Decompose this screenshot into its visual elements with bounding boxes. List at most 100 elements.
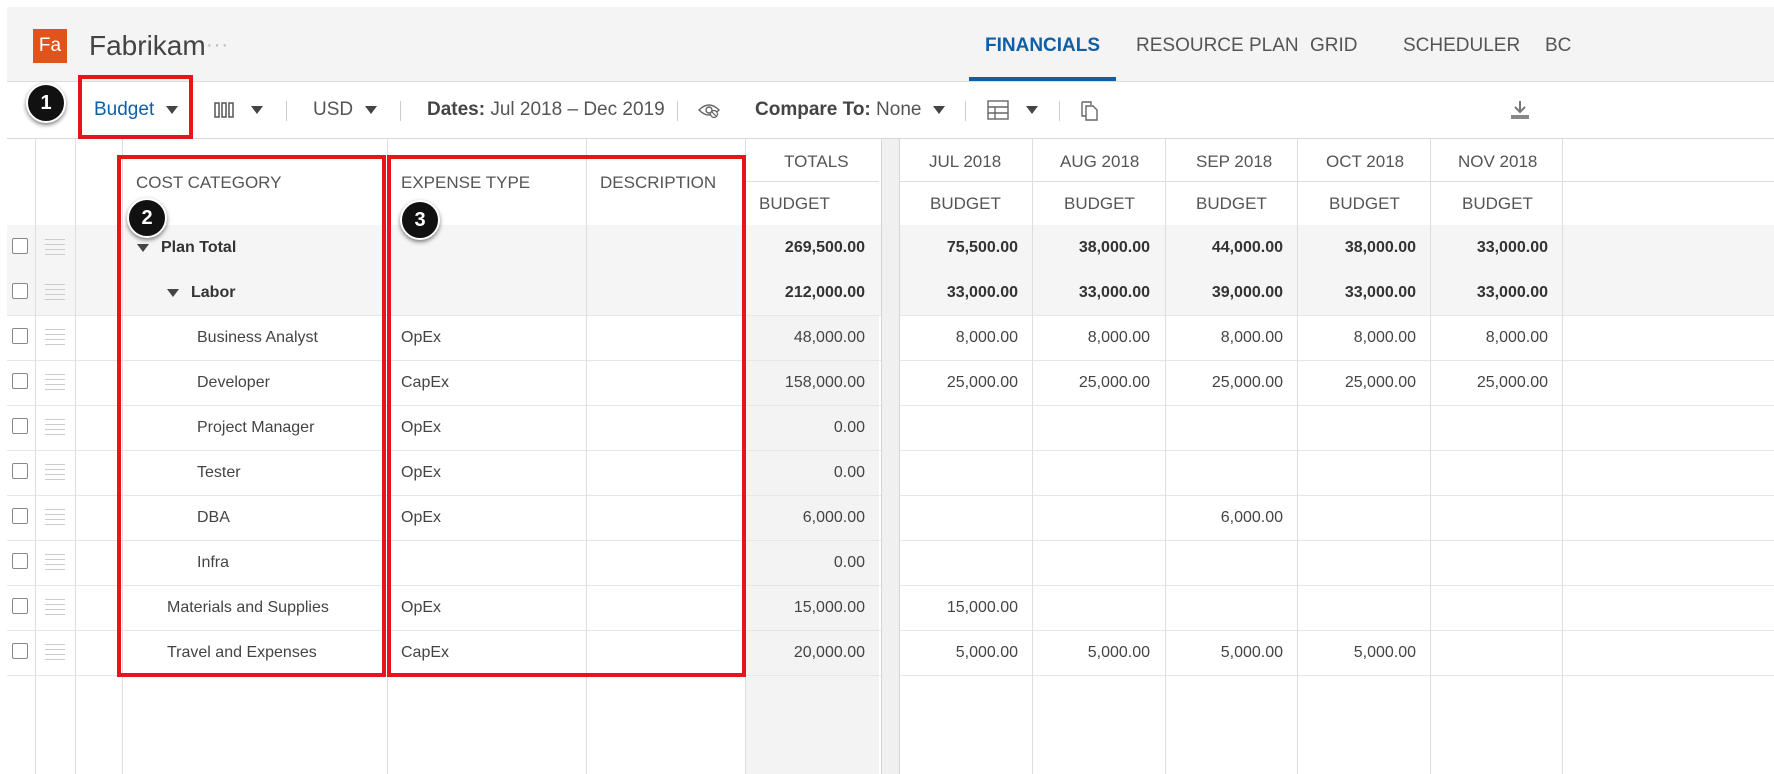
month-budget-cell[interactable]: 33,000.00 (1476, 284, 1548, 301)
month-budget-cell[interactable]: 8,000.00 (955, 329, 1018, 346)
row-checkbox[interactable] (12, 418, 28, 434)
drag-handle-icon[interactable] (45, 284, 65, 300)
drag-handle-icon[interactable] (45, 239, 65, 255)
cost-category-cell[interactable]: Labor (167, 270, 235, 315)
drag-handle-icon[interactable] (45, 374, 65, 390)
month-budget-cell[interactable] (898, 405, 1018, 450)
month-budget-cell[interactable]: 6,000.00 (1220, 509, 1283, 526)
month-budget-cell[interactable]: 39,000.00 (1211, 284, 1283, 301)
month-budget-cell[interactable]: 38,000.00 (1344, 239, 1416, 256)
cost-category-cell[interactable]: Tester (197, 450, 241, 495)
tab-financials[interactable]: FINANCIALS (968, 7, 1117, 81)
drag-handle-icon[interactable] (45, 599, 65, 615)
month-budget-cell[interactable] (1428, 495, 1548, 540)
cost-category-cell[interactable]: DBA (197, 495, 230, 540)
month-budget-cell[interactable] (1030, 450, 1150, 495)
col-description[interactable]: DESCRIPTION (600, 173, 717, 192)
row-checkbox[interactable] (12, 463, 28, 479)
month-budget-cell[interactable]: 44,000.00 (1211, 239, 1283, 256)
month-budget-cell[interactable]: 8,000.00 (1087, 329, 1150, 346)
month-budget-cell[interactable]: 5,000.00 (1220, 644, 1283, 661)
description-cell[interactable] (586, 405, 745, 450)
month-budget-cell[interactable] (1428, 585, 1548, 630)
cost-category-cell[interactable]: Infra (197, 540, 229, 585)
tab-scheduler[interactable]: SCHEDULER (1403, 35, 1521, 56)
cost-category-cell[interactable]: Developer (197, 360, 270, 405)
month-budget-cell[interactable] (1030, 585, 1150, 630)
expense-type-cell[interactable]: CapEx (401, 644, 450, 661)
month-budget-cell[interactable]: 25,000.00 (946, 374, 1018, 391)
month-budget-cell[interactable] (1296, 495, 1416, 540)
tab-resource-plan[interactable]: RESOURCE PLAN (1136, 35, 1299, 56)
month-budget-cell[interactable]: 25,000.00 (1078, 374, 1150, 391)
copy-button[interactable] (1080, 82, 1100, 138)
col-month-sep-2018[interactable]: SEP 2018 (1196, 152, 1273, 171)
drag-handle-icon[interactable] (45, 554, 65, 570)
cost-category-cell[interactable]: Plan Total (137, 225, 236, 270)
month-budget-cell[interactable]: 5,000.00 (955, 644, 1018, 661)
columns-selector[interactable] (214, 82, 264, 138)
col-month-aug-2018[interactable]: AUG 2018 (1060, 152, 1140, 171)
month-budget-cell[interactable] (1163, 585, 1283, 630)
collapse-triangle-icon[interactable] (167, 288, 179, 297)
expense-type-cell[interactable]: CapEx (401, 374, 450, 391)
col-cost-category[interactable]: COST CATEGORY (136, 173, 282, 192)
frozen-pane-divider[interactable] (881, 139, 900, 774)
download-button[interactable] (1509, 82, 1531, 138)
expense-type-cell[interactable]: OpEx (401, 509, 442, 526)
row-checkbox[interactable] (12, 598, 28, 614)
description-cell[interactable] (586, 360, 745, 405)
month-budget-cell[interactable] (1030, 405, 1150, 450)
compare-selector[interactable]: Compare To: None (755, 82, 946, 138)
month-budget-cell[interactable]: 25,000.00 (1211, 374, 1283, 391)
month-budget-cell[interactable] (1163, 405, 1283, 450)
description-cell[interactable] (586, 225, 745, 270)
month-budget-cell[interactable]: 33,000.00 (1476, 239, 1548, 256)
expense-type-cell[interactable]: OpEx (401, 329, 442, 346)
expense-type-cell[interactable]: OpEx (401, 599, 442, 616)
month-budget-cell[interactable]: 5,000.00 (1353, 644, 1416, 661)
cost-category-cell[interactable]: Project Manager (197, 405, 314, 450)
month-budget-cell[interactable]: 8,000.00 (1485, 329, 1548, 346)
visibility-toggle[interactable] (698, 82, 720, 138)
description-cell[interactable] (586, 630, 745, 675)
description-cell[interactable] (586, 315, 745, 360)
month-budget-cell[interactable] (898, 495, 1018, 540)
month-budget-cell[interactable]: 38,000.00 (1078, 239, 1150, 256)
currency-selector[interactable]: USD (313, 82, 378, 138)
cost-category-cell[interactable]: Business Analyst (197, 315, 318, 360)
dates-selector[interactable]: Dates: Jul 2018 – Dec 2019 (427, 82, 665, 138)
col-expense-type[interactable]: EXPENSE TYPE (401, 173, 531, 192)
month-budget-cell[interactable]: 15,000.00 (946, 599, 1018, 616)
month-budget-cell[interactable]: 25,000.00 (1476, 374, 1548, 391)
month-budget-cell[interactable] (1428, 450, 1548, 495)
month-budget-cell[interactable]: 8,000.00 (1353, 329, 1416, 346)
month-budget-cell[interactable]: 33,000.00 (946, 284, 1018, 301)
col-totals[interactable]: TOTALS (784, 152, 849, 171)
description-cell[interactable] (586, 450, 745, 495)
tab-grid[interactable]: GRID (1310, 35, 1358, 56)
month-budget-cell[interactable] (898, 540, 1018, 585)
drag-handle-icon[interactable] (45, 419, 65, 435)
layout-selector[interactable] (987, 82, 1039, 138)
month-budget-cell[interactable] (1296, 450, 1416, 495)
row-checkbox[interactable] (12, 508, 28, 524)
month-budget-cell[interactable] (1296, 540, 1416, 585)
expense-type-cell[interactable]: OpEx (401, 464, 442, 481)
col-month-jul-2018[interactable]: JUL 2018 (929, 152, 1002, 171)
month-budget-cell[interactable] (1163, 540, 1283, 585)
month-budget-cell[interactable] (1296, 585, 1416, 630)
drag-handle-icon[interactable] (45, 509, 65, 525)
expense-type-cell[interactable]: OpEx (401, 419, 442, 436)
month-budget-cell[interactable] (1428, 630, 1548, 675)
description-cell[interactable] (586, 585, 745, 630)
col-month-nov-2018[interactable]: NOV 2018 (1458, 152, 1538, 171)
tab-bc[interactable]: BC (1545, 35, 1572, 56)
description-cell[interactable] (586, 495, 745, 540)
month-budget-cell[interactable]: 8,000.00 (1220, 329, 1283, 346)
month-budget-cell[interactable] (1163, 450, 1283, 495)
month-budget-cell[interactable]: 75,500.00 (946, 239, 1018, 256)
month-budget-cell[interactable]: 33,000.00 (1344, 284, 1416, 301)
row-checkbox[interactable] (12, 553, 28, 569)
collapse-triangle-icon[interactable] (137, 243, 149, 252)
